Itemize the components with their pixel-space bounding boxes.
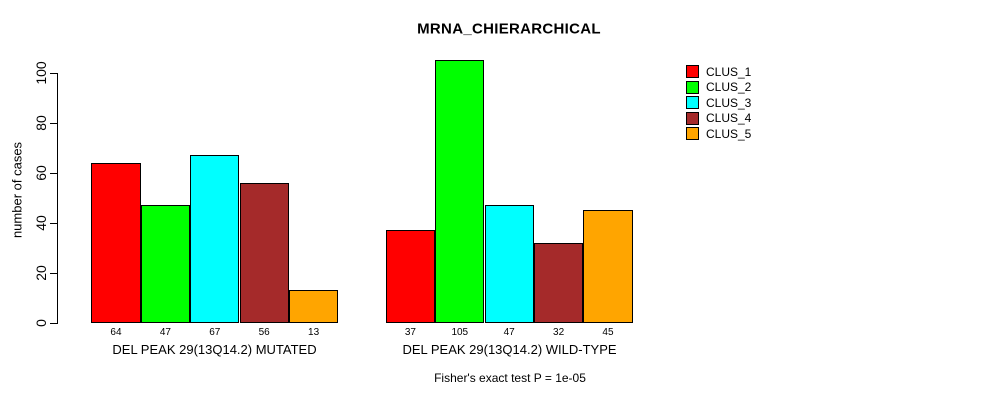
x-axis-group-label-wild-type: DEL PEAK 29(13Q14.2) WILD-TYPE <box>402 342 617 357</box>
y-axis-tick-label: 40 <box>33 214 49 231</box>
legend-swatch-clus_5 <box>686 127 699 141</box>
annotation-fisher-test: Fisher's exact test P = 1e-05 <box>434 371 586 385</box>
legend-swatch-clus_2 <box>686 80 699 94</box>
x-axis-group-label-mutated: DEL PEAK 29(13Q14.2) MUTATED <box>112 342 317 357</box>
y-axis-line <box>57 72 58 324</box>
legend-label: CLUS_4 <box>706 111 752 126</box>
bar-value-label: 37 <box>404 326 416 338</box>
legend-item-clus_4: CLUS_4 <box>686 111 751 127</box>
bar-clus_2 <box>435 60 485 323</box>
bar-value-label: 56 <box>258 326 270 338</box>
bar-value-label: 47 <box>503 326 515 338</box>
legend-item-clus_3: CLUS_3 <box>686 95 751 111</box>
legend-item-clus_1: CLUS_1 <box>686 64 751 80</box>
y-axis-tick <box>50 122 57 124</box>
chart-title: MRNA_CHIERARCHICAL <box>417 20 601 38</box>
y-axis-tick-label: 60 <box>33 164 49 181</box>
legend-item-clus_2: CLUS_2 <box>686 80 751 96</box>
bar-clus_1 <box>91 162 141 323</box>
bar-value-label: 45 <box>602 326 614 338</box>
bar-clus_4 <box>239 182 289 323</box>
legend-swatch-clus_4 <box>686 111 699 125</box>
bar-value-label: 105 <box>451 326 469 338</box>
bar-clus_3 <box>190 155 240 323</box>
y-axis-tick <box>50 172 57 174</box>
bar-clus_5 <box>288 290 339 323</box>
bar-value-label: 64 <box>110 326 122 338</box>
y-axis-tick-label: 80 <box>33 114 49 131</box>
bar-clus_4 <box>533 242 584 323</box>
bar-clus_3 <box>484 205 534 323</box>
legend-swatch-clus_1 <box>686 65 699 79</box>
bar-clus_5 <box>583 210 633 323</box>
bar-clus_1 <box>385 230 436 323</box>
legend-label: CLUS_5 <box>706 126 752 141</box>
y-axis-tick-label: 20 <box>33 264 49 281</box>
y-axis-tick <box>50 272 57 274</box>
legend: CLUS_1 CLUS_2 CLUS_3 CLUS_4 CLUS_5 <box>686 64 751 142</box>
bar-value-label: 47 <box>159 326 171 338</box>
legend-item-clus_5: CLUS_5 <box>686 126 751 142</box>
legend-label: CLUS_1 <box>706 64 752 79</box>
y-axis-tick <box>50 72 57 74</box>
legend-label: CLUS_3 <box>706 95 752 110</box>
bar-value-label: 67 <box>209 326 221 338</box>
bar-value-label: 32 <box>553 326 565 338</box>
bar-value-label: 13 <box>308 326 320 338</box>
y-axis-label: number of cases <box>9 141 25 239</box>
y-axis-tick <box>50 222 57 224</box>
legend-label: CLUS_2 <box>706 80 752 95</box>
bar-clus_2 <box>140 205 191 323</box>
y-axis-tick <box>50 322 57 324</box>
legend-swatch-clus_3 <box>686 96 699 110</box>
y-axis-tick-label: 100 <box>33 60 49 85</box>
y-axis-tick-label: 0 <box>33 318 49 327</box>
